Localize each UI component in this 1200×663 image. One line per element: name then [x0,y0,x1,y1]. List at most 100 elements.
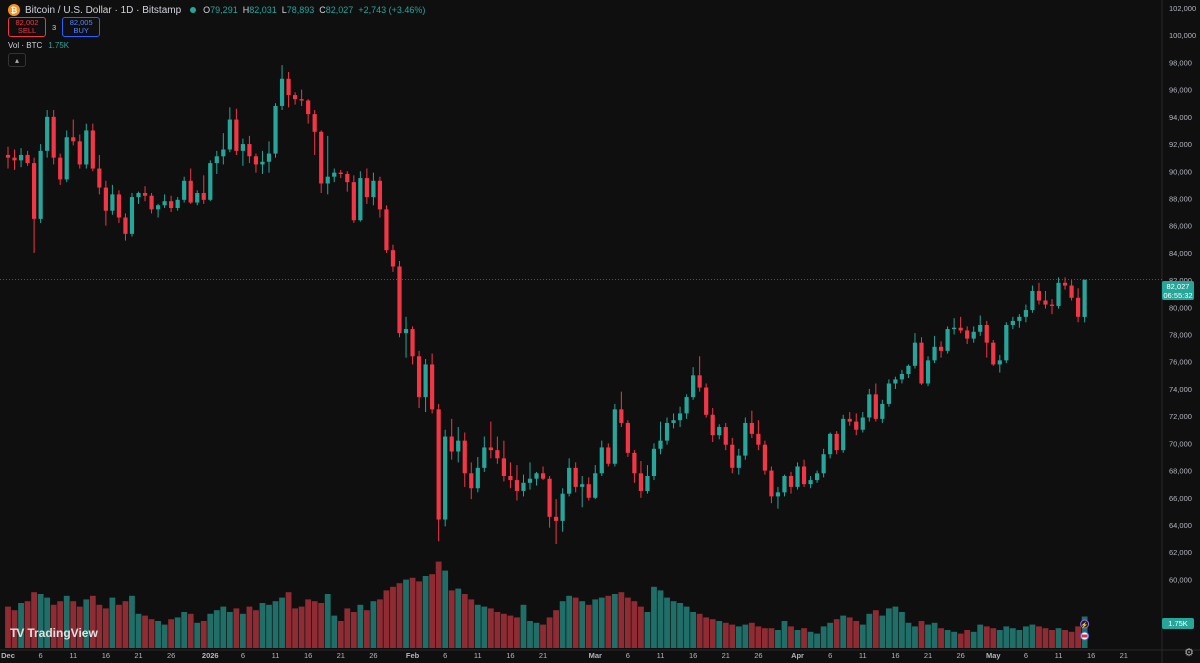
candle-body [828,433,833,455]
candle-body [71,137,76,142]
volume-bar [533,622,540,648]
candle-body [371,180,376,198]
candle-body [345,173,350,183]
volume-bar [142,615,148,648]
y-tick-label: 96,000 [1169,86,1192,95]
candle-body [906,365,911,374]
candle-body [188,180,193,203]
candle-body [475,467,480,489]
candle-body [149,195,154,210]
volume-bar [285,592,292,648]
volume-bar [442,570,449,648]
y-tick-label: 64,000 [1169,521,1192,530]
candle-body [664,422,670,441]
y-tick-label: 68,000 [1169,467,1192,476]
x-tick-label: May [986,651,1001,660]
candle-body [273,105,278,154]
low-value: 78,893 [286,5,315,15]
candle-body [593,473,598,498]
x-tick-label: 16 [689,651,697,660]
volume-bar [83,599,90,648]
sell-button[interactable]: 82,002 SELL [8,17,46,37]
candle-body [38,150,43,219]
volume-bar [735,626,742,648]
volume-bar [716,621,723,648]
volume-bar [833,619,840,648]
volume-bar [827,622,834,648]
volume-bar [377,599,383,648]
candle-body [299,99,304,101]
volume-bar [762,628,768,648]
candle-body [351,182,356,221]
volume-bar [181,612,188,648]
candle-body [51,116,56,158]
volume-bar [318,603,325,648]
candle-body [64,137,69,180]
volume-bar [592,599,599,648]
volume-bar [957,633,964,648]
volume-bar [527,621,533,648]
candle-body [1056,282,1061,306]
volume-bar [846,617,853,648]
candle-body [103,187,108,211]
volume-legend[interactable]: Vol · BTC 1.75K [8,41,69,50]
volume-bar [677,603,683,648]
candle-body [580,484,585,487]
volume-bar [899,612,905,648]
candle-body [749,422,754,434]
x-tick-label: 26 [956,651,964,660]
y-tick-label: 98,000 [1169,58,1192,67]
volume-bar [324,594,331,648]
volume-bar [383,590,390,648]
candle-body [416,356,422,398]
volume-bar [775,630,781,648]
volume-bar [696,613,703,648]
candle-body [129,197,135,234]
candle-body [612,409,617,464]
volume-bar [31,592,37,648]
volume-bar [748,622,755,648]
x-tick-label: 21 [539,651,547,660]
x-tick-label: Feb [406,651,420,660]
volume-bar [820,626,827,648]
candle-body [952,327,957,330]
tradingview-logo[interactable]: TV TradingView [10,626,98,640]
volume-bar [18,603,24,648]
volume-bar [742,624,749,648]
volume-bar [664,597,670,648]
volume-bar [344,608,351,648]
candle-body [1030,290,1035,311]
candle-body [671,420,676,423]
y-tick-label: 88,000 [1169,194,1192,203]
candle-body [723,427,728,445]
volume-bar [788,626,794,648]
volume-bar [63,595,70,648]
volume-bar [605,595,612,648]
volume-bar [11,610,18,648]
candle-body [338,172,343,174]
x-tick-label: 6 [828,651,832,660]
volume-bar [50,604,57,648]
volume-bar [194,622,201,648]
y-tick-label: 92,000 [1169,140,1192,149]
candle-body [195,193,200,203]
y-tick-label: 78,000 [1169,331,1192,340]
y-tick-label: 90,000 [1169,167,1192,176]
candle-body [377,180,383,210]
volume-bar [996,630,1003,648]
y-tick-label: 66,000 [1169,494,1192,503]
candle-body [169,201,174,208]
candle-body [554,516,559,521]
candle-body [645,476,650,491]
candle-body [684,397,689,414]
volume-bar [357,604,364,648]
settings-gear-icon[interactable]: ⚙ [1184,647,1194,659]
volume-bar [1003,626,1010,648]
buy-button[interactable]: 82,005 BUY [62,17,101,37]
candle-body [462,440,467,474]
collapse-chevron-icon[interactable]: ▴ [8,53,26,67]
symbol-title[interactable]: Bitcoin / U.S. Dollar · 1D · Bitstamp [25,4,182,16]
lightning-glyph: ⚡ [1081,621,1088,629]
volume-bar [403,579,409,648]
